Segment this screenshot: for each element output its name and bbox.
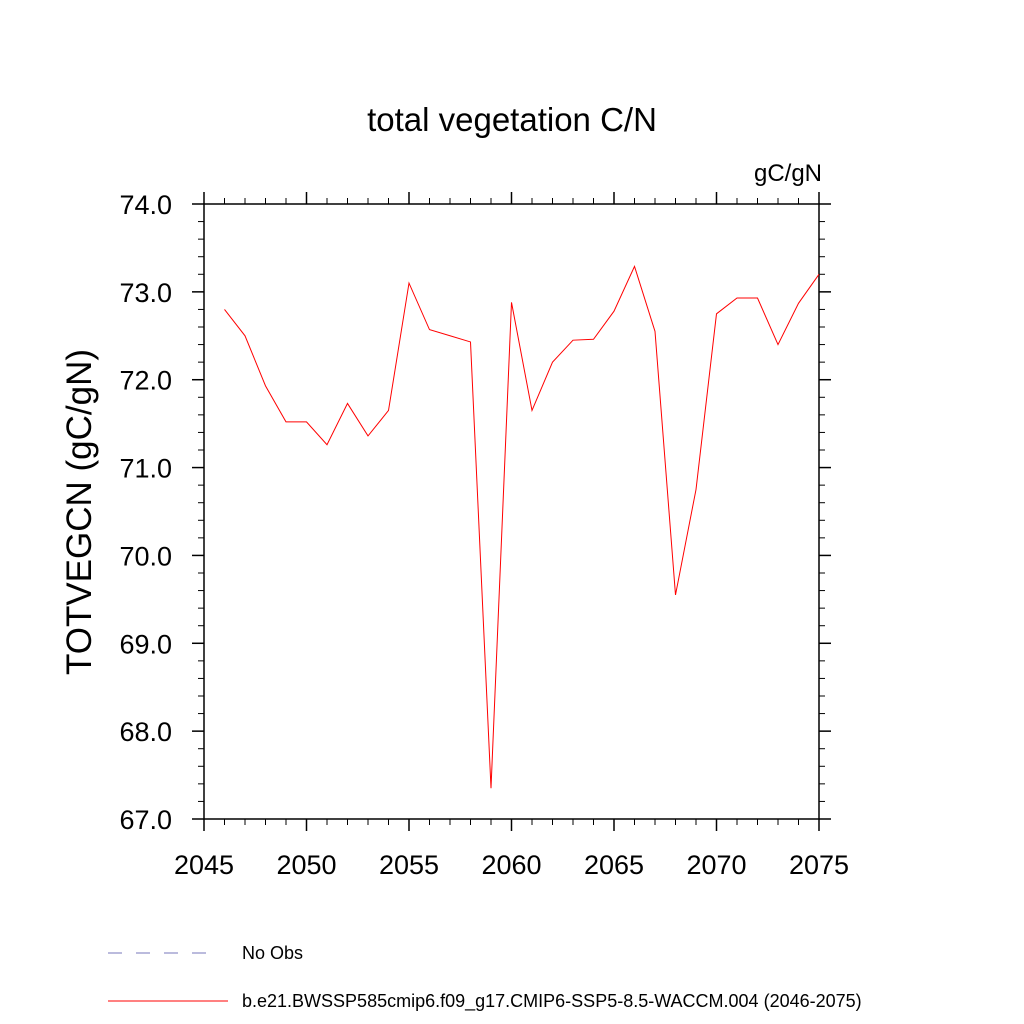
x-tick-label: 2065 [584, 850, 644, 880]
x-tick-label: 2045 [174, 850, 234, 880]
x-tick-label: 2050 [276, 850, 336, 880]
tick-labels: 2045 2050 2055 2060 2065 2070 2075 67.0 68.0 69.0… [119, 190, 849, 880]
units-label: gC/gN [754, 160, 822, 187]
x-tick-label: 2055 [379, 850, 439, 880]
legend-label-no-obs: No Obs [242, 943, 303, 963]
x-tick-label: 2075 [789, 850, 849, 880]
series-line [224, 264, 820, 789]
chart-title: total vegetation C/N [367, 101, 657, 138]
y-tick-label: 71.0 [119, 454, 172, 484]
y-tick-label: 68.0 [119, 717, 172, 747]
y-tick-label: 69.0 [119, 629, 172, 659]
y-tick-label: 73.0 [119, 278, 172, 308]
x-tick-label: 2060 [481, 850, 541, 880]
x-tick-label: 2070 [686, 850, 746, 880]
y-tick-label: 70.0 [119, 541, 172, 571]
legend-label-model: b.e21.BWSSP585cmip6.f09_g17.CMIP6-SSP5-8… [242, 991, 862, 1012]
y-tick-label: 72.0 [119, 366, 172, 396]
y-tick-label: 67.0 [119, 805, 172, 835]
series-layer [224, 264, 820, 789]
axis-ticks [192, 192, 831, 831]
y-axis-label: TOTVEGCN (gC/gN) [60, 349, 99, 675]
legend: No Obs b.e21.BWSSP585cmip6.f09_g17.CMIP6… [108, 943, 862, 1012]
plot-frame [203, 203, 820, 820]
y-tick-label: 74.0 [119, 190, 172, 220]
